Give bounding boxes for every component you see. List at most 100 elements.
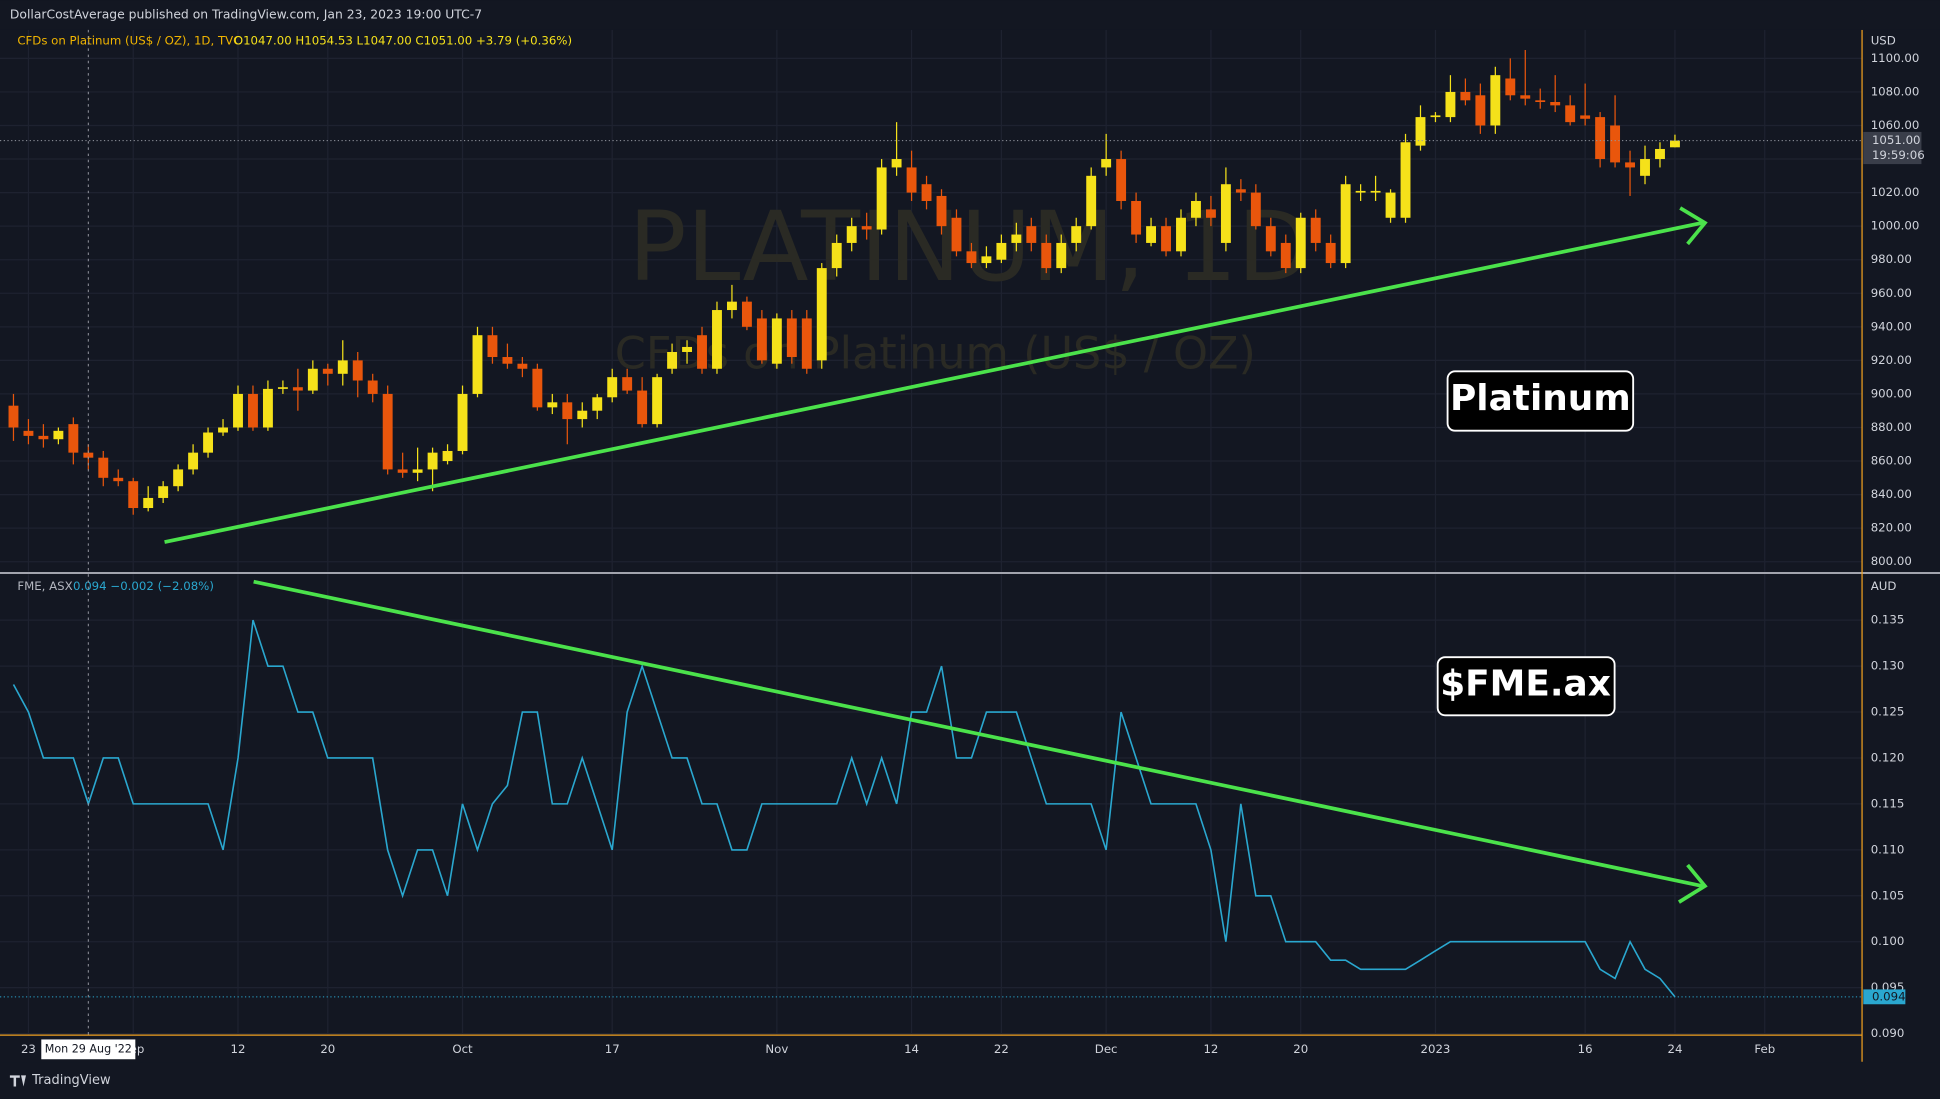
- candle-body: [562, 402, 573, 420]
- candle-body: [1625, 162, 1635, 168]
- candle-body: [442, 450, 453, 462]
- candle-body: [981, 256, 992, 264]
- candle-body: [38, 435, 49, 440]
- annotation: Platinum: [1450, 378, 1631, 419]
- candle-body: [1146, 226, 1157, 243]
- candle-body: [1056, 242, 1067, 269]
- axis-unit: USD: [1871, 33, 1896, 47]
- candle-body: [1086, 175, 1097, 227]
- candle-body: [412, 469, 423, 473]
- x-tick-label: 20: [1293, 1042, 1308, 1056]
- candle-body: [382, 393, 393, 470]
- candle-body: [816, 268, 827, 361]
- candle-body: [173, 469, 184, 487]
- legend-values: 0.094 −0.002 (−2.08%): [73, 579, 214, 593]
- candle-body: [936, 195, 947, 227]
- candle-body: [637, 390, 648, 425]
- candle-body: [667, 351, 678, 369]
- candle-body: [53, 430, 64, 440]
- candle-body: [262, 388, 273, 428]
- footer-bar: [0, 1062, 1940, 1099]
- candle-body: [1445, 91, 1456, 118]
- candle-body: [577, 410, 588, 420]
- candle-body: [1176, 217, 1186, 252]
- x-tick-label: Dec: [1095, 1042, 1118, 1056]
- candle-body: [846, 226, 857, 243]
- candle-body: [128, 481, 139, 509]
- candle-body: [771, 318, 782, 364]
- candle-body: [427, 452, 438, 470]
- marks: [0, 49, 1863, 998]
- axis-unit: AUD: [1871, 579, 1897, 593]
- y-tick-label: 0.105: [1871, 888, 1905, 902]
- arrow-head: [1677, 863, 1708, 904]
- y-tick-label: 0.100: [1871, 934, 1905, 948]
- candle-body: [1520, 95, 1531, 99]
- trend-line-up: [164, 221, 1703, 544]
- x-tick-label: Oct: [452, 1042, 473, 1056]
- y-tick-label: 1000.00: [1871, 219, 1920, 233]
- annotation: $FME.ax: [1440, 664, 1611, 705]
- candle-body: [1550, 102, 1561, 106]
- candle-body: [1490, 75, 1501, 126]
- last-price-label: 0.094: [1872, 989, 1906, 1003]
- x-tick-label: Nov: [765, 1042, 788, 1056]
- candle-body: [1250, 192, 1261, 227]
- candle-body: [1535, 100, 1546, 103]
- x-tick-label: 17: [605, 1042, 620, 1056]
- candle-body: [457, 393, 468, 451]
- candle-body: [367, 380, 378, 394]
- candle-body: [397, 469, 408, 473]
- candle-body: [652, 377, 663, 425]
- candle-body: [951, 217, 962, 252]
- candle-body: [1041, 242, 1052, 269]
- x-tick-label: 12: [1203, 1042, 1218, 1056]
- annotation-box: [1436, 656, 1616, 717]
- candle-body: [1460, 91, 1471, 101]
- x-tick-label: 14: [904, 1042, 919, 1056]
- x-tick-label: 22: [994, 1042, 1009, 1056]
- candle-body: [307, 368, 318, 391]
- candle-body: [23, 430, 34, 436]
- crosshair-label: Mon 29 Aug '22: [45, 1042, 132, 1055]
- candle-body: [1310, 217, 1321, 243]
- last-price-box: [1863, 989, 1906, 1005]
- candle-body: [502, 357, 513, 364]
- y-tick-label: 960.00: [1871, 286, 1912, 300]
- legend-title: FME, ASX: [17, 579, 72, 593]
- logo: [9, 1075, 26, 1087]
- candle-body: [1595, 117, 1606, 160]
- candle-body: [547, 402, 558, 408]
- candle-body: [113, 477, 124, 482]
- trend-line-down: [253, 579, 1703, 888]
- annotation-box: [1446, 370, 1635, 432]
- candle-body: [1295, 217, 1306, 269]
- candle-body: [337, 360, 348, 374]
- y-tick-label: 1060.00: [1871, 118, 1920, 132]
- candle-body: [1475, 95, 1486, 126]
- candle-body: [1385, 192, 1396, 218]
- candle-body: [83, 452, 94, 458]
- x-tick-label: 16: [1578, 1042, 1593, 1056]
- candle-body: [1161, 226, 1171, 252]
- candle-body: [472, 335, 483, 394]
- candle-body: [1505, 78, 1516, 96]
- x-tick-label: 2023: [1421, 1042, 1451, 1056]
- candle-body: [1370, 190, 1381, 193]
- candle-body: [292, 387, 303, 391]
- arrow-head: [1679, 206, 1708, 246]
- y-tick-label: 0.110: [1871, 842, 1905, 856]
- y-tick-label: 820.00: [1871, 521, 1912, 535]
- candle-body: [906, 167, 917, 193]
- y-tick-label: 0.135: [1871, 613, 1905, 627]
- candle-body: [726, 301, 737, 311]
- candle-body: [801, 318, 812, 369]
- y-tick-label: 1080.00: [1871, 84, 1920, 98]
- candle-body: [786, 318, 797, 358]
- candle-body: [218, 427, 228, 433]
- y-tick-label: 0.130: [1871, 659, 1905, 673]
- candle-body: [1655, 148, 1665, 160]
- candle-body: [532, 368, 543, 408]
